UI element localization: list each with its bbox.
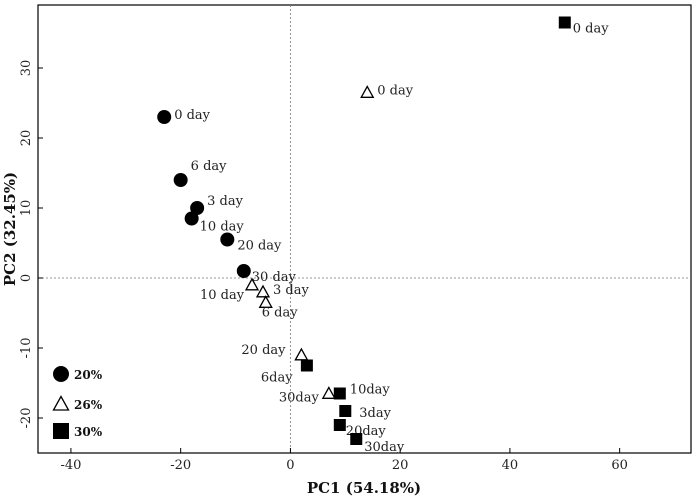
point-label: 10day [350,383,391,398]
point-label: 30day [279,391,320,406]
x-tick-label: 20 [392,458,409,473]
circle-marker [190,201,205,215]
y-tick-label: 30 [19,60,34,77]
reference-lines [38,5,691,453]
x-tick-label: 40 [502,458,519,473]
legend-label: 20% [74,368,103,382]
point-label: 30 day [252,270,297,285]
point-label: 3day [359,406,391,421]
y-axis-title: PC2 (32.45%) [1,172,19,286]
circle-marker [220,232,235,247]
y-tick-label: 10 [19,200,34,217]
triangle-marker [52,395,70,411]
triangle-marker [244,277,260,291]
x-axis-title: PC1 (54.18%) [307,479,421,497]
point-label: 3 day [273,283,309,298]
legend-item-20pct: 20% [53,366,103,382]
square-marker [300,359,313,372]
square-marker [53,423,69,439]
point-label: 3 day [207,194,243,209]
point-label: 6 day [262,306,298,321]
legend-label: 26% [74,398,103,412]
legend-label: 30% [74,425,103,439]
plot-frame [37,4,692,454]
circle-marker [157,110,172,124]
circle-marker [236,264,251,278]
y-tick-label: 20 [19,130,34,147]
square-marker [339,405,352,417]
square-marker [333,419,346,431]
circle-marker [184,211,199,226]
legend-item-26pct: 26% [52,395,103,412]
point-label: 6day [261,371,293,386]
triangle-marker [321,386,336,399]
legend-item-30pct: 30% [53,423,103,439]
circle-marker [53,366,69,382]
y-tick-label: -10 [19,338,34,359]
data-points: 0 day 6 day 3 day 10 day 20 day 30 day 0 day 10… [157,16,609,455]
point-label: 0 day [573,22,609,37]
x-tick-label: 60 [611,458,628,473]
y-tick-label: -20 [19,408,34,429]
x-axis-ticks: -40 -20 0 20 40 60 [60,448,628,473]
square-marker [333,387,346,400]
y-tick-label: 0 [19,274,34,282]
triangle-marker [294,347,309,361]
triangle-marker [360,85,375,98]
x-tick-label: -40 [60,458,81,473]
point-label: 20 day [241,343,286,358]
point-label: 30day [364,440,405,455]
point-label: 20 day [237,239,282,254]
triangle-marker [255,284,271,298]
point-label: 6 day [191,159,227,174]
x-tick-label: 0 [286,458,294,473]
point-label: 0 day [174,108,210,123]
square-marker [350,433,363,445]
point-label: 0 day [377,84,413,99]
y-axis-ticks: -20 -10 0 10 20 30 [19,60,43,429]
x-tick-label: -20 [170,458,191,473]
series-20pct: 0 day 6 day 3 day 10 day 20 day 30 day [157,108,297,285]
square-marker [558,16,571,29]
triangle-marker [258,295,273,308]
series-26pct: 0 day 10 day 3 day 6 day 20 day 30day [200,84,414,406]
circle-marker [173,173,188,187]
point-label: 10 day [200,288,245,303]
point-label: 10 day [200,220,245,235]
legend: 20% 26% 30% [52,366,103,439]
